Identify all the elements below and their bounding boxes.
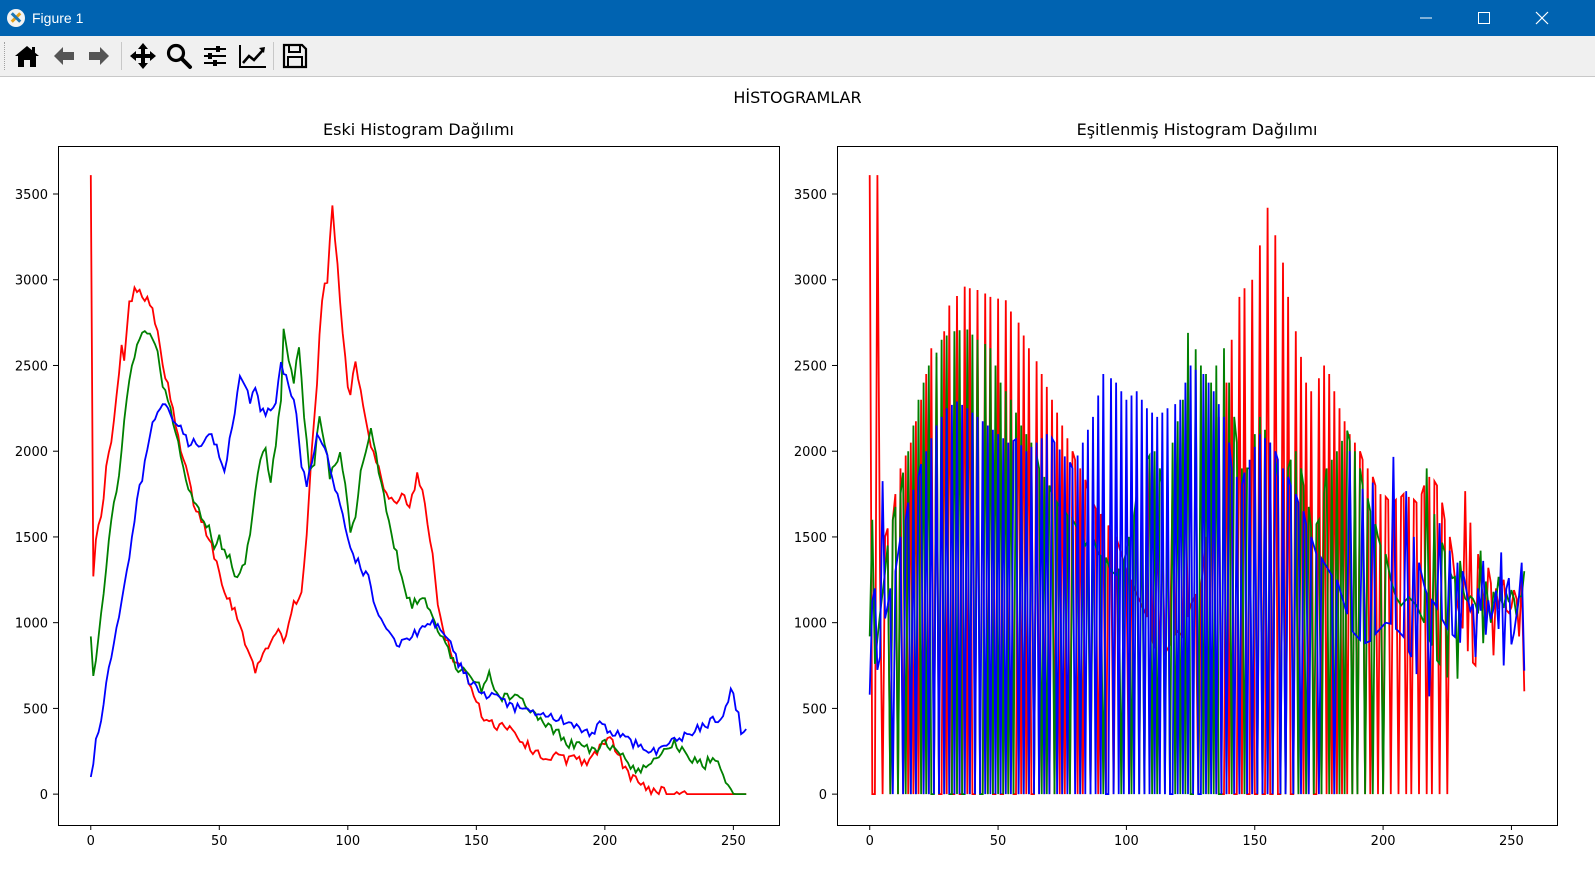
save-icon	[282, 43, 308, 69]
axes-frame-0	[58, 146, 780, 826]
figure-suptitle: HİSTOGRAMLAR	[733, 88, 862, 107]
green-histogram-line	[89, 328, 747, 795]
back-icon	[54, 47, 74, 65]
pan-button[interactable]	[127, 41, 159, 71]
x-tick-label: 50	[990, 834, 1007, 849]
x-tick-label: 250	[1499, 834, 1524, 849]
maximize-button[interactable]	[1455, 0, 1513, 36]
back-button[interactable]	[48, 41, 80, 71]
app-icon	[7, 9, 25, 27]
home-icon	[15, 46, 39, 67]
minimize-icon	[1420, 17, 1432, 19]
toolbar-separator	[273, 42, 274, 70]
zoom-icon	[166, 43, 192, 69]
y-tick-label: 0	[819, 788, 827, 803]
y-tick-label: 500	[802, 702, 827, 717]
x-tick-label: 0	[87, 834, 95, 849]
x-tick-label: 0	[866, 834, 874, 849]
minimize-button[interactable]	[1397, 0, 1455, 36]
x-tick-label: 100	[335, 834, 360, 849]
y-tick-label: 2000	[15, 445, 48, 460]
window-title: Figure 1	[32, 10, 84, 26]
y-tick-label: 500	[23, 702, 48, 717]
home-button[interactable]	[11, 41, 43, 71]
edit-curve-icon	[239, 45, 266, 68]
forward-button[interactable]	[83, 41, 115, 71]
x-tick-label: 200	[592, 834, 617, 849]
x-tick-label: 150	[1242, 834, 1267, 849]
y-tick-label: 0	[40, 788, 48, 803]
y-tick-label: 3000	[794, 274, 827, 289]
maximize-icon	[1478, 12, 1490, 24]
x-tick-label: 150	[464, 834, 489, 849]
x-tick-label: 200	[1371, 834, 1396, 849]
y-tick-label: 1000	[794, 617, 827, 632]
close-icon	[1535, 11, 1549, 25]
toolbar-grip	[4, 42, 7, 70]
save-button[interactable]	[279, 41, 311, 71]
close-button[interactable]	[1513, 0, 1571, 36]
edit-curve-button[interactable]	[236, 41, 268, 71]
y-tick-label: 1500	[794, 531, 827, 546]
toolbar-separator	[121, 42, 122, 70]
y-tick-label: 2000	[794, 445, 827, 460]
blue-equalized-histogram-line	[868, 365, 1526, 795]
y-tick-label: 2500	[794, 359, 827, 374]
red-histogram-line	[89, 175, 747, 797]
x-tick-label: 100	[1114, 834, 1139, 849]
window-titlebar: Figure 1	[0, 0, 1595, 36]
matplotlib-toolbar	[0, 36, 1595, 77]
right-axes-title: Eşitlenmiş Histogram Dağılımı	[1076, 120, 1318, 139]
left-axes-title: Eski Histogram Dağılımı	[323, 120, 514, 139]
subplots-icon	[204, 46, 226, 66]
zoom-button[interactable]	[163, 41, 195, 71]
subplots-button[interactable]	[199, 41, 231, 71]
x-tick-label: 250	[721, 834, 746, 849]
pan-icon	[130, 43, 156, 69]
y-tick-label: 3500	[794, 188, 827, 203]
y-tick-label: 1000	[15, 617, 48, 632]
blue-histogram-line	[89, 361, 747, 778]
y-tick-label: 2500	[15, 359, 48, 374]
y-tick-label: 3000	[15, 274, 48, 289]
y-tick-label: 1500	[15, 531, 48, 546]
y-tick-label: 3500	[15, 188, 48, 203]
forward-icon	[89, 47, 109, 65]
x-tick-label: 50	[211, 834, 228, 849]
